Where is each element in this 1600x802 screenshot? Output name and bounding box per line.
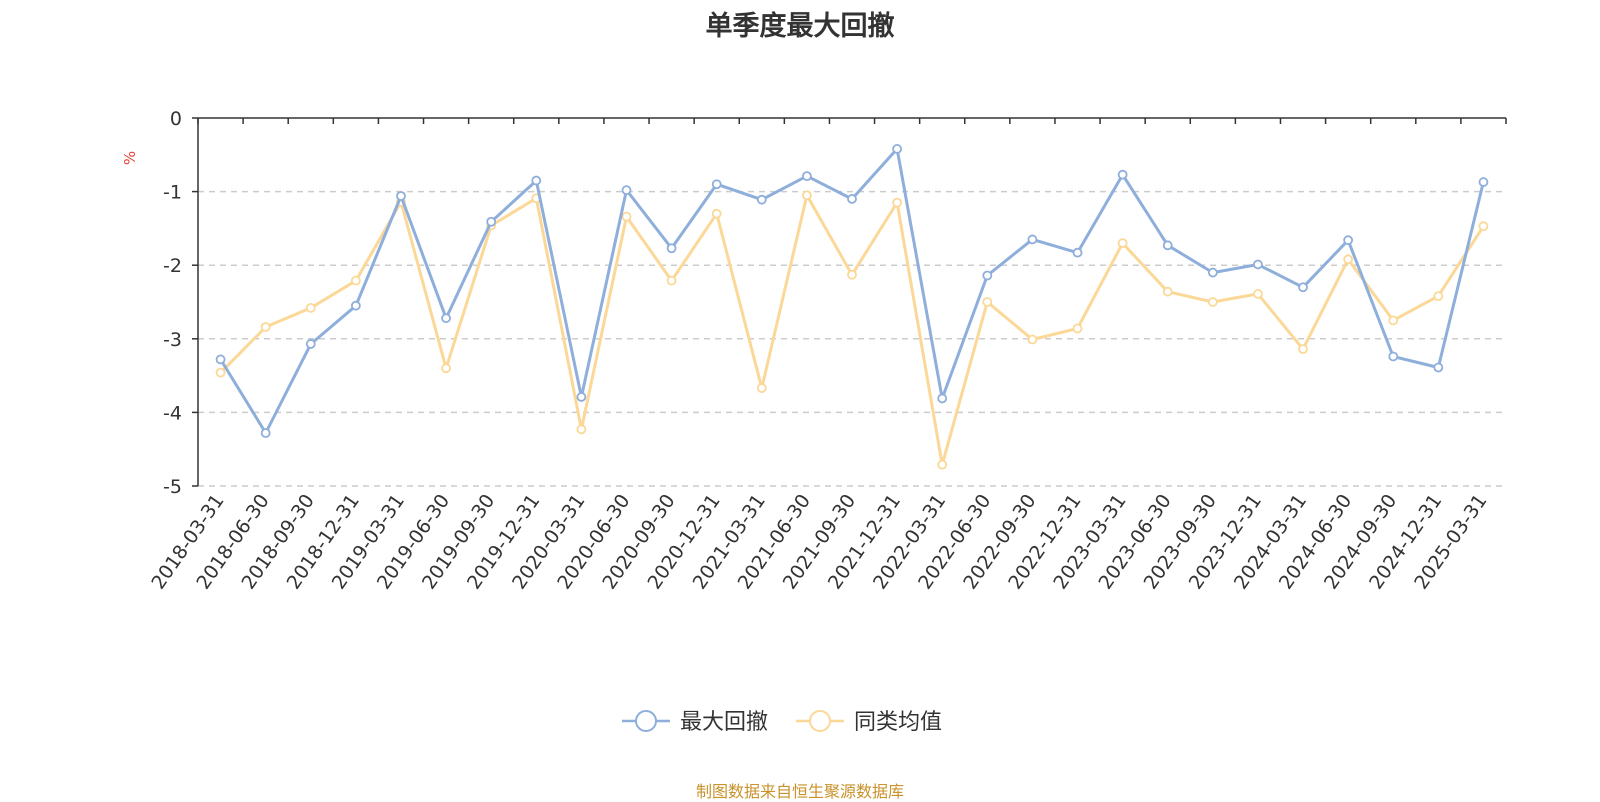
data-point[interactable]: [350, 300, 361, 311]
data-point[interactable]: [215, 354, 226, 365]
data-point[interactable]: [1253, 289, 1263, 299]
data-point[interactable]: [1027, 234, 1038, 245]
data-point[interactable]: [1162, 240, 1173, 251]
data-point[interactable]: [982, 270, 993, 281]
data-point[interactable]: [1207, 267, 1218, 278]
data-point[interactable]: [892, 144, 903, 154]
data-point[interactable]: [1298, 344, 1308, 355]
legend-circle-icon: [809, 710, 831, 732]
data-point[interactable]: [1298, 282, 1308, 293]
legend-label: 最大回撤: [680, 710, 768, 735]
y-tick-label: -1: [163, 182, 182, 204]
data-point[interactable]: [305, 339, 316, 349]
data-point[interactable]: [711, 208, 722, 219]
data-point[interactable]: [1117, 238, 1128, 249]
legend-label: 同类均值: [854, 710, 942, 735]
y-tick-label: -4: [163, 402, 182, 424]
data-point[interactable]: [441, 313, 451, 324]
data-point[interactable]: [1343, 254, 1354, 265]
data-point[interactable]: [666, 243, 677, 254]
legend-item[interactable]: 同类均值: [796, 710, 942, 735]
data-point[interactable]: [1478, 221, 1489, 232]
y-tick-label: -5: [163, 476, 182, 498]
y-tick-label: -2: [163, 255, 182, 277]
data-point[interactable]: [756, 383, 767, 394]
data-point[interactable]: [350, 275, 361, 286]
y-axis-unit-label: %: [121, 151, 139, 165]
series-line: [219, 193, 1485, 467]
data-point[interactable]: [1207, 297, 1218, 307]
data-point[interactable]: [260, 428, 271, 438]
data-point[interactable]: [1433, 291, 1444, 302]
data-point[interactable]: [982, 297, 993, 307]
series-layer: [215, 144, 1489, 470]
data-point[interactable]: [1343, 235, 1354, 246]
data-point[interactable]: [260, 322, 271, 332]
y-tick-label: -3: [163, 329, 182, 351]
data-point[interactable]: [1253, 259, 1263, 270]
grid-lines: [198, 190, 1506, 487]
data-point[interactable]: [396, 191, 406, 201]
data-point[interactable]: [1433, 362, 1444, 373]
data-point[interactable]: [1027, 334, 1038, 345]
data-point[interactable]: [1117, 169, 1128, 180]
data-point[interactable]: [305, 302, 316, 313]
data-point[interactable]: [215, 367, 226, 378]
chart-title: 单季度最大回撤: [705, 11, 895, 42]
data-point[interactable]: [756, 194, 767, 205]
data-point[interactable]: [576, 392, 587, 402]
y-tick-label: 0: [170, 108, 182, 130]
data-point[interactable]: [621, 185, 632, 196]
legend[interactable]: 最大回撤 同类均值: [622, 710, 942, 735]
data-point[interactable]: [441, 363, 451, 374]
data-point[interactable]: [801, 190, 812, 201]
data-point[interactable]: [847, 194, 857, 204]
data-point[interactable]: [621, 211, 632, 222]
legend-item[interactable]: 最大回撤: [622, 710, 768, 735]
data-point[interactable]: [531, 175, 542, 186]
data-point[interactable]: [1388, 315, 1399, 326]
data-point[interactable]: [801, 171, 812, 182]
data-point[interactable]: [711, 179, 722, 190]
data-point[interactable]: [1388, 351, 1399, 362]
data-point[interactable]: [486, 216, 497, 227]
data-point[interactable]: [937, 393, 948, 404]
data-point[interactable]: [1478, 177, 1489, 187]
data-point[interactable]: [937, 459, 948, 470]
data-point[interactable]: [1162, 286, 1173, 297]
data-source-note: 制图数据来自恒生聚源数据库: [695, 782, 904, 801]
data-point[interactable]: [847, 269, 857, 280]
series-1: [215, 144, 1489, 438]
series-2: [215, 190, 1489, 470]
legend-circle-icon: [635, 710, 657, 732]
data-point[interactable]: [666, 275, 677, 286]
data-point[interactable]: [1072, 323, 1083, 334]
data-point[interactable]: [892, 197, 903, 208]
data-point[interactable]: [1072, 247, 1083, 258]
data-point[interactable]: [576, 424, 587, 435]
